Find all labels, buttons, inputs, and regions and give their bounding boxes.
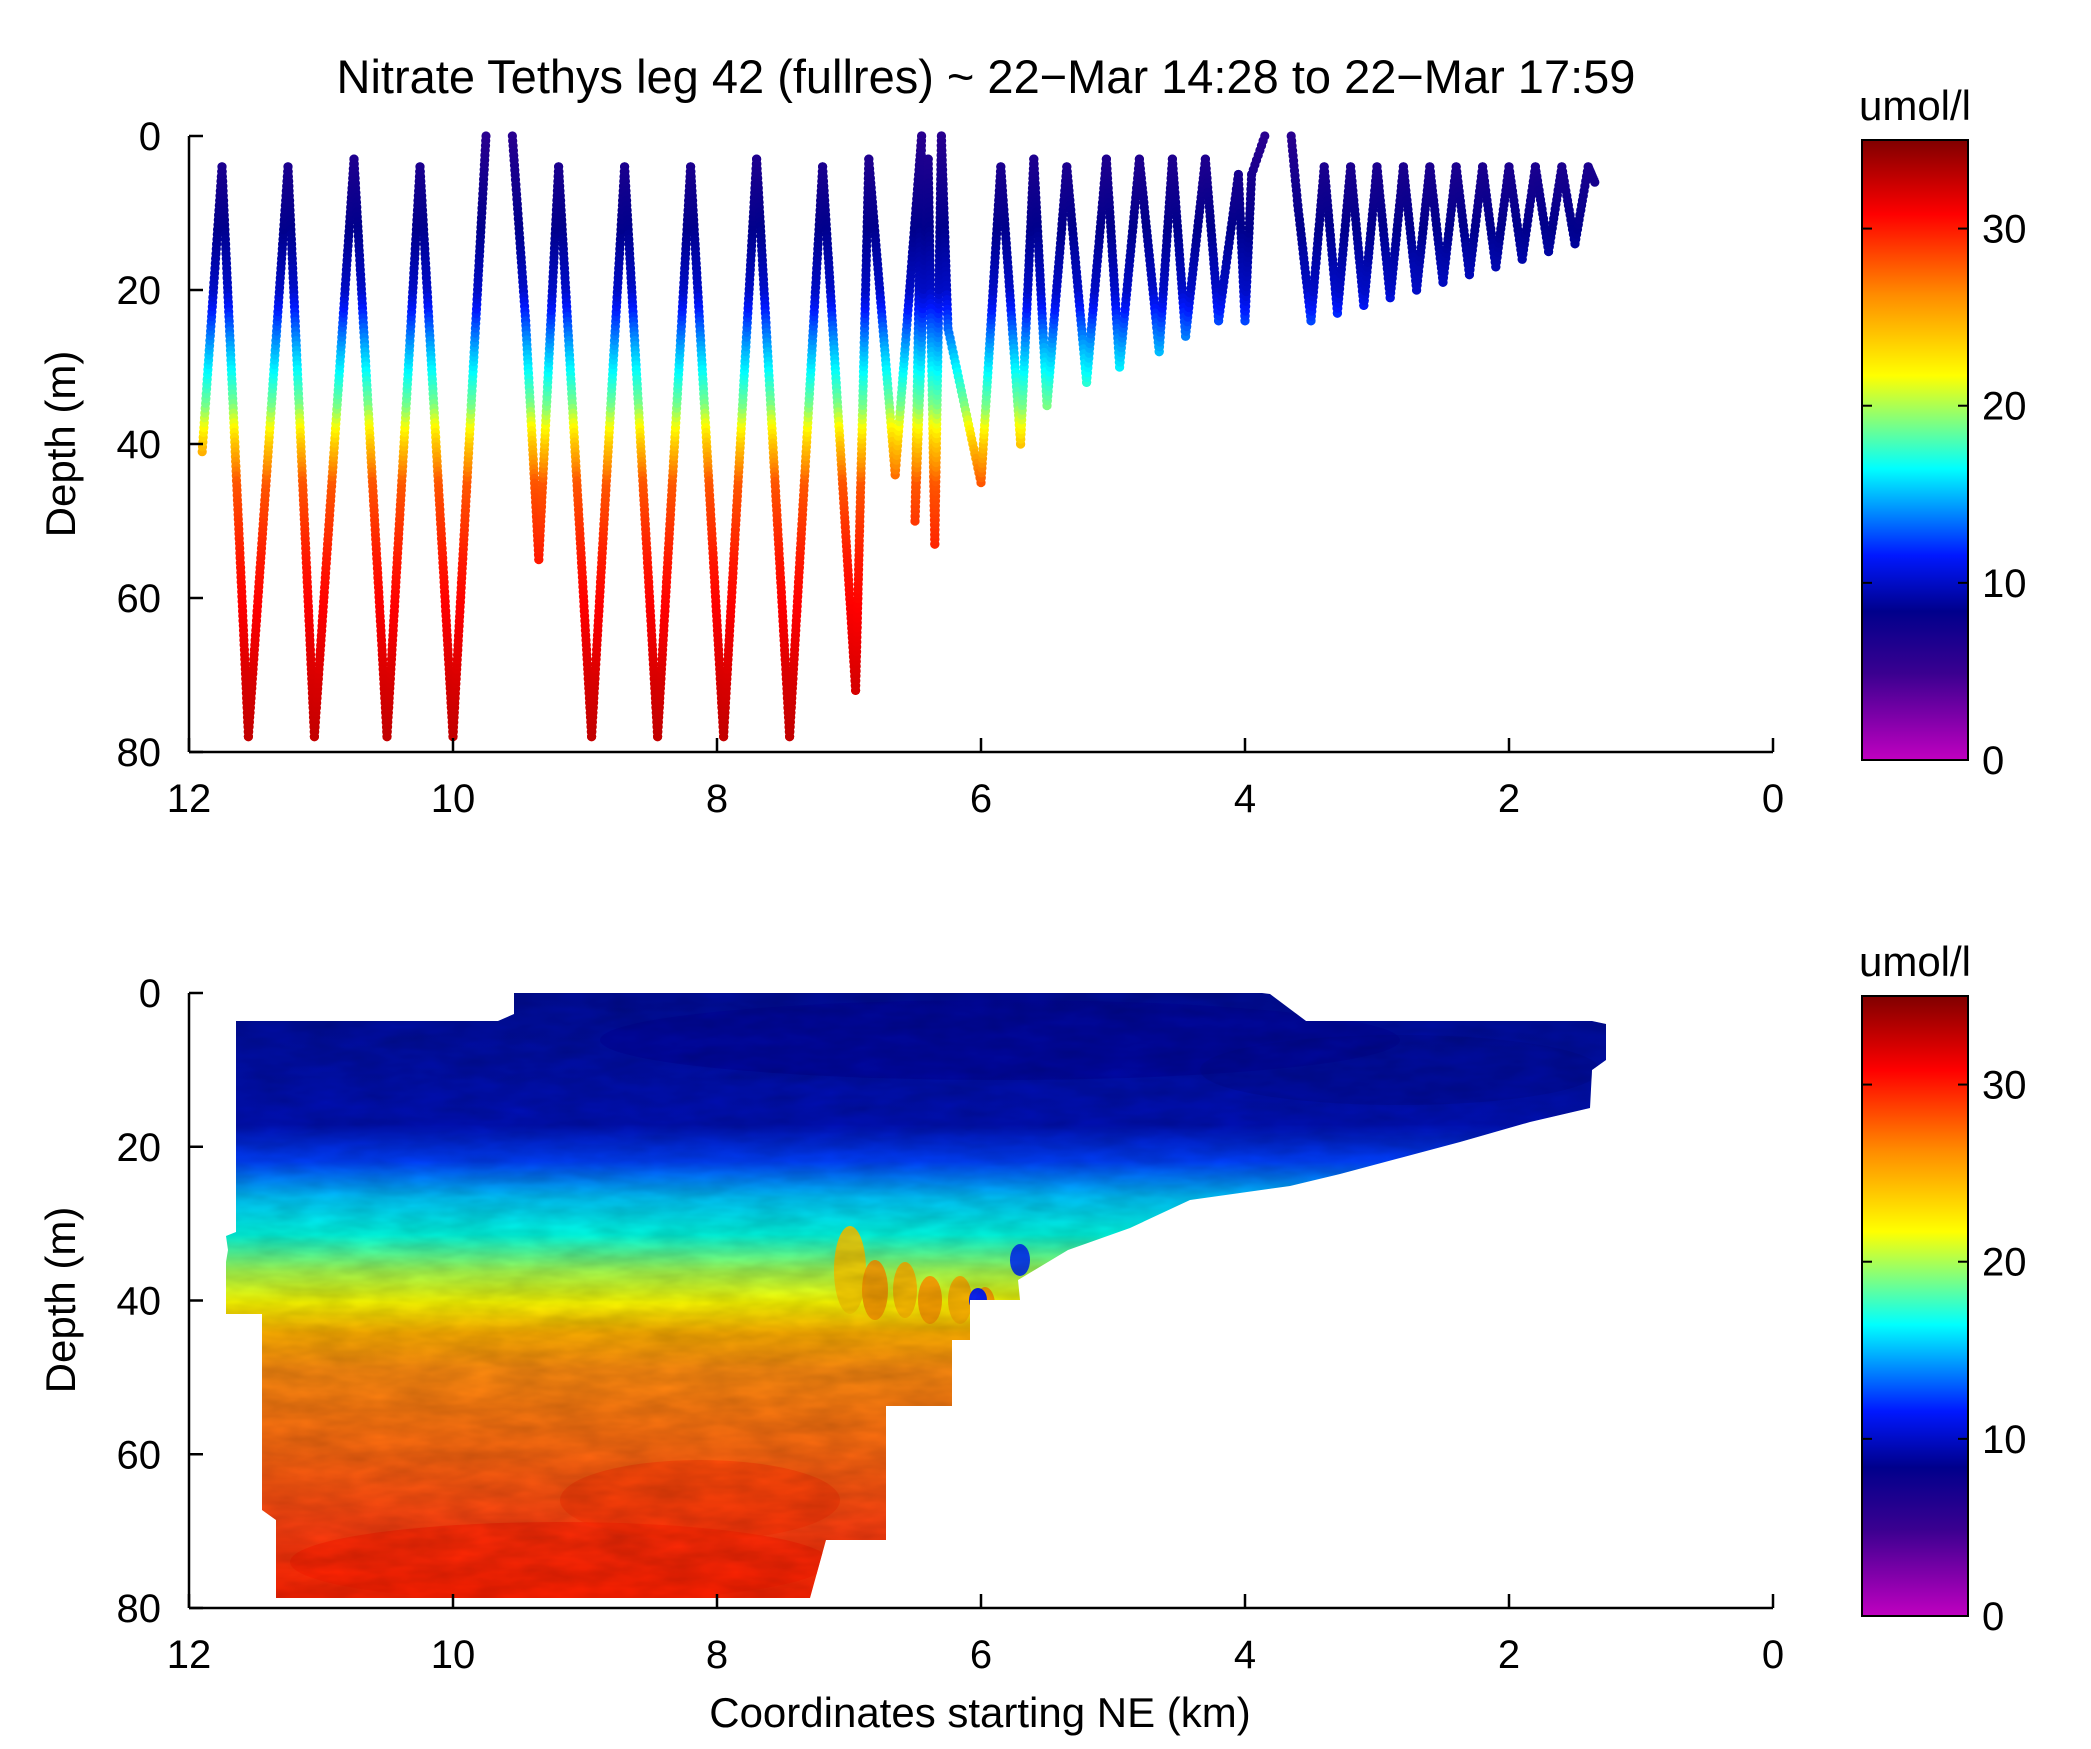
- top-x-tick-label: 8: [706, 777, 728, 821]
- figure-title: Nitrate Tethys leg 42 (fullres) ~ 22−Mar…: [337, 50, 1636, 103]
- bottom-x-tick-label: 2: [1498, 1633, 1520, 1677]
- bottom-x-tick-label: 6: [970, 1633, 992, 1677]
- bottom-x-tick-label: 0: [1762, 1633, 1784, 1677]
- top-y-tick-label: 40: [117, 423, 162, 467]
- top-colorbar-tick-label: 30: [1982, 208, 2027, 252]
- bottom-contour-field: [226, 993, 1606, 1598]
- glider-track-segment: [1286, 131, 1600, 326]
- bottom-y-tick-label: 60: [117, 1433, 162, 1477]
- bottom-x-tick-label: 4: [1234, 1633, 1256, 1677]
- top-colorbar: umol/l 0 10 20 30: [1859, 82, 2027, 783]
- glider-sample-point: [1260, 131, 1270, 141]
- bottom-colorbar: umol/l 0 10 20 30: [1859, 938, 2027, 1639]
- top-y-axis-label: Depth (m): [37, 351, 84, 538]
- top-colorbar-label: umol/l: [1859, 82, 1971, 129]
- top-colorbar-tick-label: 10: [1982, 562, 2027, 606]
- glider-sample-point: [481, 131, 491, 141]
- top-y-tick-label: 80: [117, 731, 162, 775]
- top-x-tick-label: 12: [167, 777, 212, 821]
- bottom-y-tick-label: 80: [117, 1587, 162, 1631]
- top-y-tick-label: 60: [117, 577, 162, 621]
- bottom-x-tick-label: 10: [431, 1633, 476, 1677]
- bottom-colorbar-tick-label: 30: [1982, 1064, 2027, 1108]
- bottom-y-axis-label: Depth (m): [37, 1207, 84, 1394]
- bottom-y-tick-label: 0: [139, 972, 161, 1016]
- bottom-x-axis-label: Coordinates starting NE (km): [709, 1689, 1251, 1736]
- top-x-tick-label: 6: [970, 777, 992, 821]
- bottom-colorbar-tick-label: 0: [1982, 1595, 2004, 1639]
- top-colorbar-tick-label: 20: [1982, 385, 2027, 429]
- top-x-tick-label: 0: [1762, 777, 1784, 821]
- top-y-tick-label: 0: [139, 115, 161, 159]
- bottom-colorbar-tick-label: 10: [1982, 1418, 2027, 1462]
- bottom-colorbar-gradient: [1861, 995, 1969, 1617]
- top-x-tick-label: 4: [1234, 777, 1256, 821]
- glider-track-segment: [507, 131, 1270, 742]
- top-plot-area: [197, 131, 1600, 742]
- bottom-y-tick-label: 40: [117, 1280, 162, 1324]
- bottom-x-tick-label: 12: [167, 1633, 212, 1677]
- bottom-colorbar-tick-label: 20: [1982, 1241, 2027, 1285]
- top-colorbar-gradient: [1861, 139, 1969, 761]
- bottom-x-tick-label: 8: [706, 1633, 728, 1677]
- bottom-y-tick-label: 20: [117, 1126, 162, 1170]
- top-x-tick-label: 2: [1498, 777, 1520, 821]
- top-y-tick-label: 20: [117, 269, 162, 313]
- top-x-tick-label: 10: [431, 777, 476, 821]
- bottom-colorbar-label: umol/l: [1859, 938, 1971, 985]
- glider-track-segment: [197, 131, 491, 742]
- top-colorbar-tick-label: 0: [1982, 739, 2004, 783]
- glider-sample-point: [1590, 177, 1600, 187]
